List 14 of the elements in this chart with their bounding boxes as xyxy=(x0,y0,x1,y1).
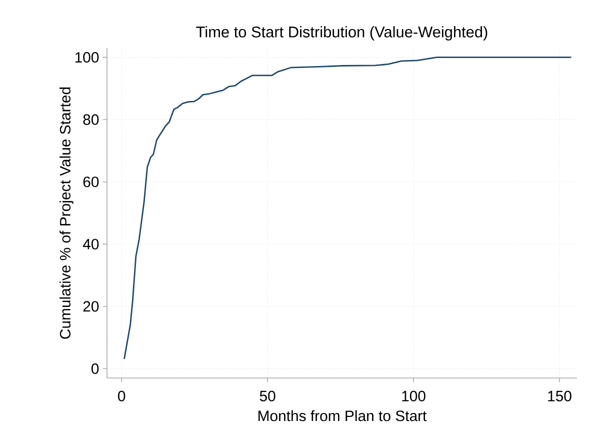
y-tick-label: 0 xyxy=(91,363,99,374)
x-tick-label: 150 xyxy=(548,390,572,402)
line-series xyxy=(124,56,572,360)
y-axis-title: Cumulative % of Project Value Started xyxy=(60,87,74,339)
y-tick-label: 80 xyxy=(83,114,99,125)
y-tick-label: 20 xyxy=(83,301,99,312)
chart-title: Time to Start Distribution (Value-Weighted) xyxy=(196,26,488,40)
y-tick-label: 60 xyxy=(83,176,99,188)
y-tick-label: 40 xyxy=(82,238,99,250)
x-tick-label: 0 xyxy=(118,390,126,402)
x-tick-label: 50 xyxy=(260,390,276,402)
x-axis-title: Months from Plan to Start xyxy=(258,410,427,422)
y-tick-label: 100 xyxy=(75,52,99,63)
x-tick-label: 100 xyxy=(402,390,426,402)
